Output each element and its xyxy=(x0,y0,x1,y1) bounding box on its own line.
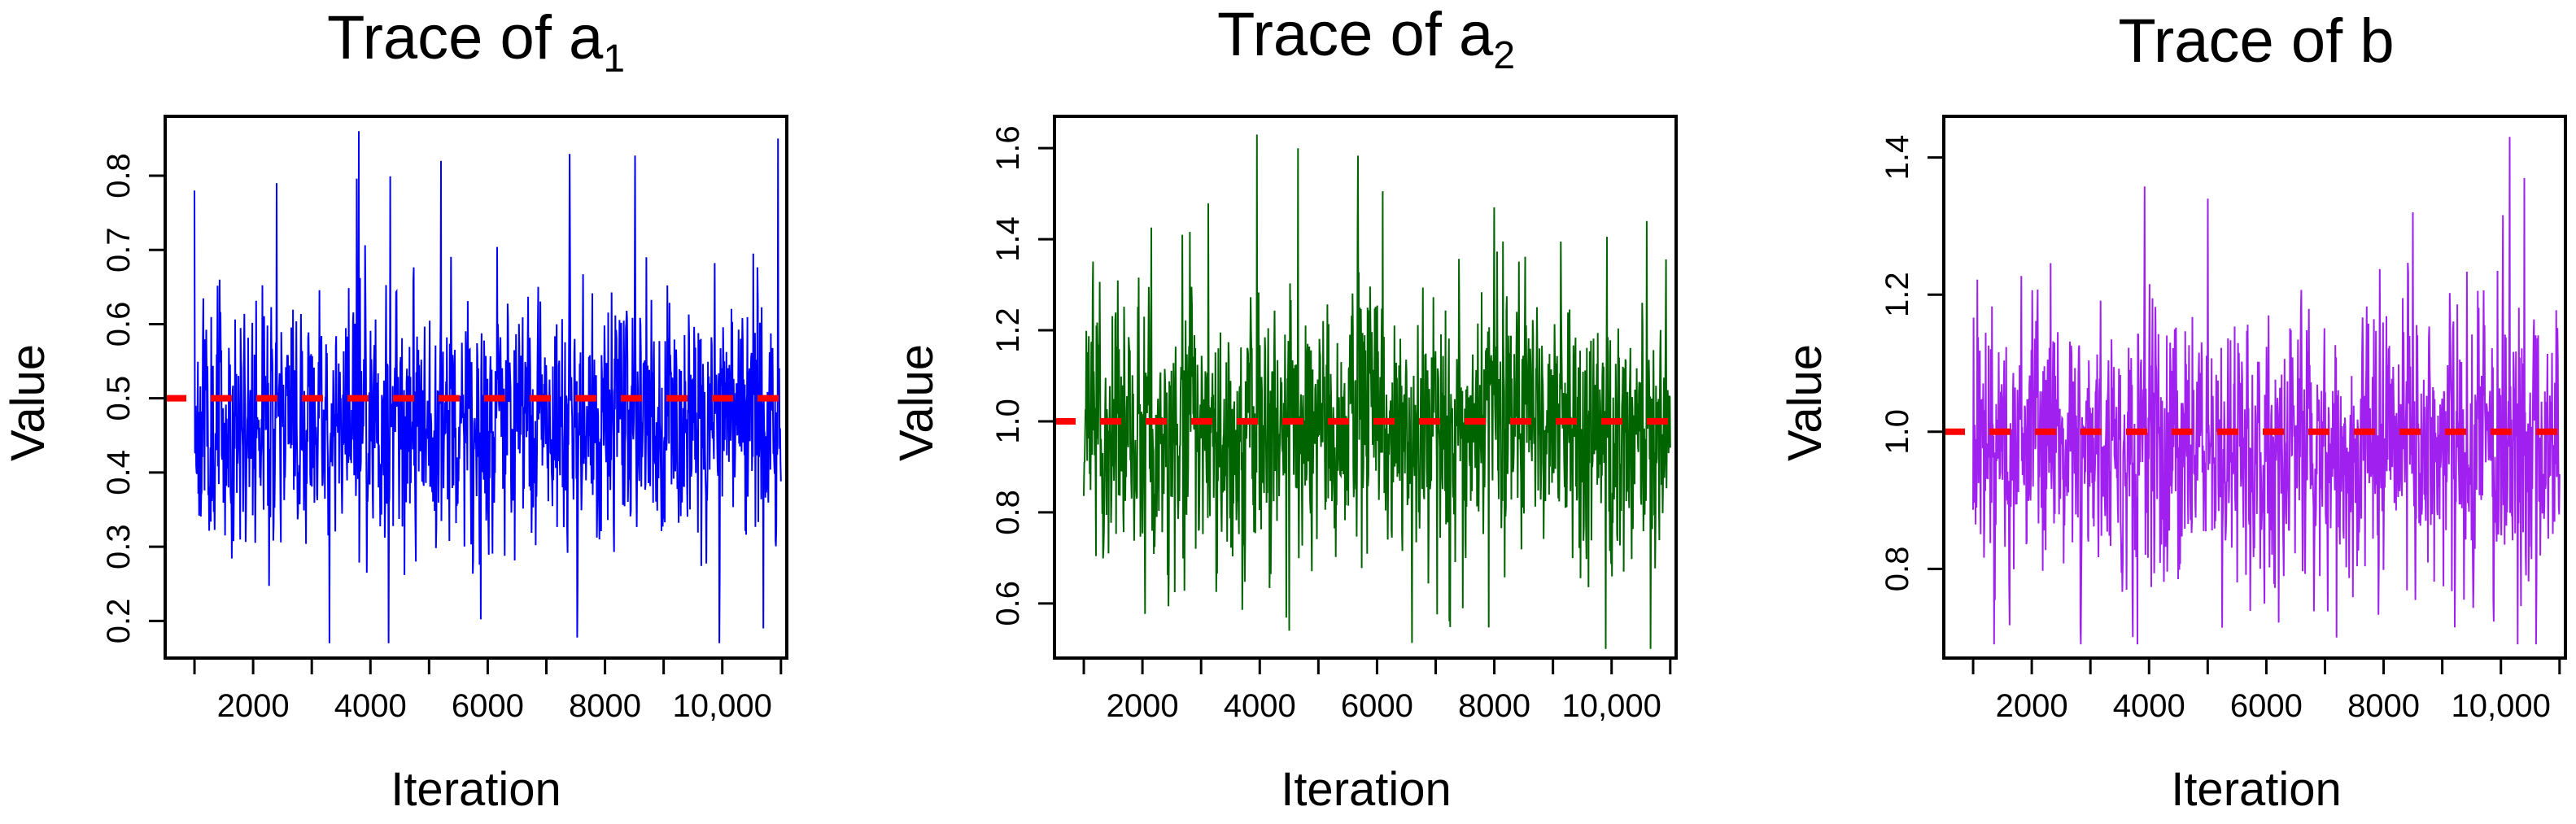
plot-frame xyxy=(1053,115,1678,660)
y-tick-label: 0.3 xyxy=(101,524,137,569)
x-tick-label: 4000 xyxy=(334,688,407,724)
trace-panel-b: Trace of b Iteration Value 2000 4000 6000 8… xyxy=(1779,7,2567,816)
y-tick-label: 0.6 xyxy=(101,302,137,347)
plot-frame xyxy=(1942,115,2567,660)
x-tick-label: 4000 xyxy=(2113,688,2185,724)
y-tick-label: 0.8 xyxy=(101,153,137,198)
y-tick-label: 1.4 xyxy=(990,216,1026,262)
y-tick-label: 0.2 xyxy=(101,599,137,644)
y-tick-label: 0.4 xyxy=(101,450,137,495)
y-tick-label: 0.8 xyxy=(1880,547,1915,592)
x-tick-label: 8000 xyxy=(2347,688,2420,724)
y-tick-label: 0.6 xyxy=(990,581,1026,626)
x-axis-label: Iteration xyxy=(1281,763,1452,816)
y-tick-label: 1.0 xyxy=(1880,409,1915,455)
x-tick-label: 8000 xyxy=(1458,688,1530,724)
y-tick-label: 0.5 xyxy=(101,376,137,421)
trace-series-line xyxy=(194,131,782,643)
y-axis-label: Value xyxy=(2,344,55,461)
x-axis-label: Iteration xyxy=(2171,763,2342,816)
y-tick-label: 1.2 xyxy=(1880,272,1915,317)
y-tick-label: 1.2 xyxy=(990,307,1026,353)
plot-area: 2000 4000 6000 8000 10,000 0.8 1.0 1.2 1.4 xyxy=(1880,135,2565,724)
y-axis-label: Value xyxy=(1779,344,1832,461)
y-tick-label: 1.6 xyxy=(990,125,1026,171)
trace-panel-a1: Trace of a1 Iteration Value 2000 4000 6000… xyxy=(2,3,788,816)
x-tick-label: 2000 xyxy=(217,688,290,724)
plot-frame xyxy=(164,115,788,660)
trace-series-line xyxy=(1972,137,2561,645)
x-tick-label: 4000 xyxy=(1224,688,1296,724)
x-tick-label: 10,000 xyxy=(2452,688,2551,724)
y-tick-label: 1.0 xyxy=(990,399,1026,444)
chart-title: Trace of a2 xyxy=(1217,0,1515,77)
x-tick-label: 6000 xyxy=(1341,688,1413,724)
trace-series-line xyxy=(1083,134,1671,649)
x-tick-label: 6000 xyxy=(452,688,524,724)
y-axis-label: Value xyxy=(890,344,943,461)
chart-title: Trace of b xyxy=(2118,7,2394,76)
x-tick-label: 10,000 xyxy=(673,688,772,724)
trace-panel-a2: Trace of a2 Iteration Value 2000 4000 6000… xyxy=(890,0,1678,816)
x-tick-label: 8000 xyxy=(569,688,641,724)
x-tick-label: 10,000 xyxy=(1562,688,1661,724)
x-tick-label: 2000 xyxy=(1996,688,2068,724)
x-axis-label: Iteration xyxy=(391,763,561,816)
chart-title: Trace of a1 xyxy=(327,3,625,81)
plot-area: 2000 4000 6000 8000 10,000 0.2 0.3 0.4 0.5 0.6 0.7… xyxy=(101,131,787,724)
y-tick-label: 0.7 xyxy=(101,227,137,272)
y-tick-label: 0.8 xyxy=(990,490,1026,535)
x-tick-label: 6000 xyxy=(2230,688,2303,724)
x-tick-label: 2000 xyxy=(1107,688,1179,724)
plot-area: 2000 4000 6000 8000 10,000 0.6 0.8 1.0 1.2 1.4 1.6 xyxy=(990,125,1676,724)
y-tick-label: 1.4 xyxy=(1880,135,1915,181)
